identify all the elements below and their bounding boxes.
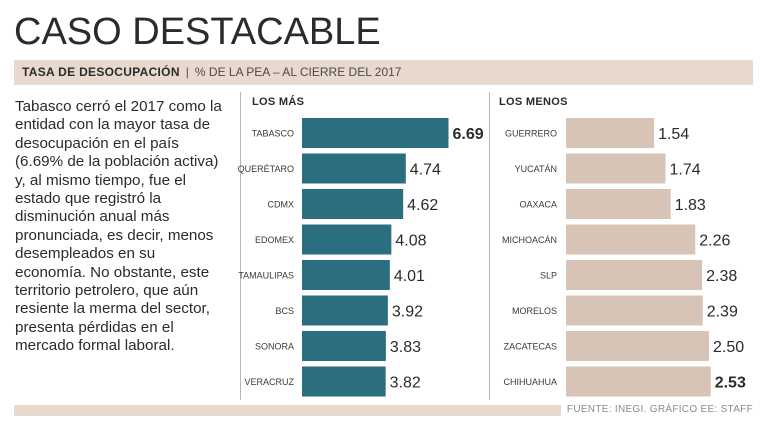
value-label-mas: 3.82 (390, 375, 421, 392)
divider-right (489, 92, 490, 400)
value-label-menos: 1.83 (675, 197, 706, 214)
value-label-mas: 4.08 (395, 233, 426, 250)
category-label-menos: CHIHUAHUA (503, 377, 557, 387)
page-title: CASO DESTACABLE (14, 11, 381, 53)
value-label-mas: 6.69 (453, 126, 484, 143)
category-label-mas: BCS (275, 306, 294, 316)
bar-menos (566, 366, 711, 397)
value-label-menos: 1.74 (670, 162, 701, 179)
bar-mas (302, 295, 388, 326)
category-label-mas: TABASCO (252, 129, 294, 139)
category-label-menos: MORELOS (512, 306, 557, 316)
value-label-mas: 4.62 (407, 197, 438, 214)
category-label-menos: ZACATECAS (504, 342, 557, 352)
value-label-menos: 2.26 (699, 233, 730, 250)
value-label-mas: 4.74 (410, 162, 441, 179)
value-label-menos: 1.54 (658, 126, 689, 143)
bar-mas (302, 118, 449, 148)
divider-left (240, 92, 241, 400)
chart-title-los-menos: LOS MENOS (499, 96, 568, 108)
category-label-menos: YUCATÁN (515, 164, 557, 174)
value-label-mas: 3.83 (390, 339, 421, 356)
bar-menos (566, 331, 709, 361)
bar-menos (566, 295, 703, 326)
body-text: Tabasco cerró el 2017 como la entidad co… (15, 98, 222, 355)
value-label-mas: 4.01 (394, 268, 425, 285)
bar-mas (302, 260, 390, 290)
bar-menos (566, 153, 666, 184)
category-label-mas: SONORA (255, 342, 294, 352)
category-label-menos: SLP (540, 271, 557, 281)
bar-menos (566, 189, 671, 219)
value-label-menos: 2.53 (715, 375, 746, 392)
value-label-menos: 2.50 (713, 339, 744, 356)
subtitle-separator: | (185, 65, 189, 79)
bar-mas (302, 224, 392, 255)
category-label-menos: GUERRERO (505, 129, 557, 139)
bar-menos (566, 224, 696, 255)
category-label-menos: OAXACA (519, 200, 557, 210)
category-label-menos: MICHOACÁN (502, 235, 557, 245)
category-label-mas: EDOMEX (255, 235, 294, 245)
subtitle-detail: % DE LA PEA – AL CIERRE DEL 2017 (194, 65, 402, 79)
source-note: FUENTE: INEGI. GRÁFICO EE: STAFF (560, 402, 753, 418)
bar-mas (302, 153, 406, 184)
bar-menos (566, 118, 655, 148)
bar-mas (302, 366, 386, 397)
value-label-mas: 3.92 (392, 304, 423, 321)
bar-mas (302, 331, 386, 361)
category-label-mas: QUERÉTARO (238, 164, 294, 174)
category-label-mas: VERACRUZ (244, 377, 294, 387)
subtitle-band: TASA DE DESOCUPACIÓN | % DE LA PEA – AL CI… (14, 60, 753, 85)
subtitle-label: TASA DE DESOCUPACIÓN (22, 65, 180, 79)
category-label-mas: CDMX (268, 200, 295, 210)
value-label-menos: 2.39 (707, 304, 738, 321)
value-label-menos: 2.38 (706, 268, 737, 285)
category-label-mas: TAMAULIPAS (238, 271, 294, 281)
bar-menos (566, 260, 703, 290)
chart-title-los-mas: LOS MÁS (252, 96, 305, 108)
footer-band (14, 405, 753, 416)
bar-mas (302, 189, 404, 219)
